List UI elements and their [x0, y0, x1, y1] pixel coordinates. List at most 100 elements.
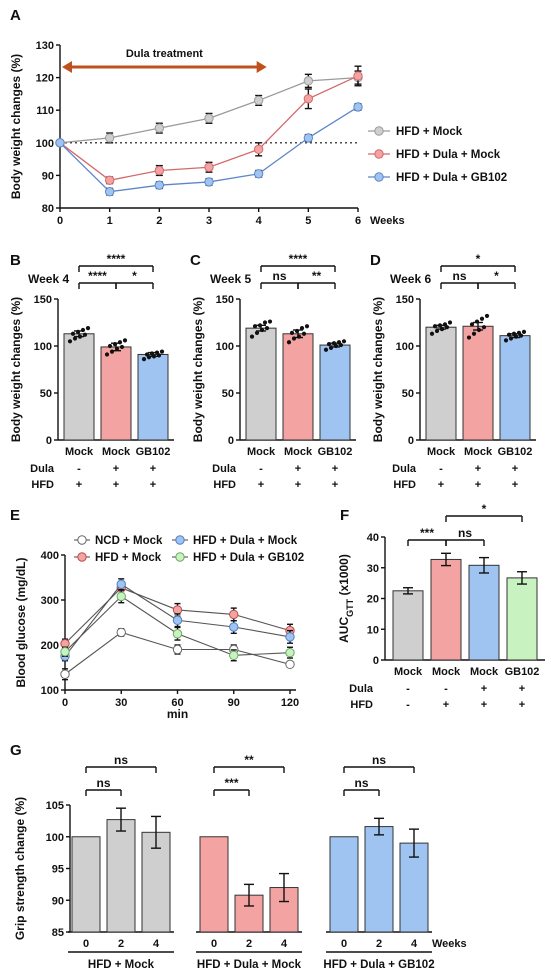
b-row-value: +: [113, 463, 119, 475]
a-y-tick-label: 80: [42, 203, 54, 215]
d-data-point: [474, 319, 480, 324]
g-x-tick-label: 0: [211, 938, 217, 950]
c-row-value: +: [332, 479, 338, 491]
f-row-value: +: [519, 699, 525, 711]
a-y-tick-label: 130: [36, 40, 54, 52]
b-data-point: [104, 352, 110, 357]
b-data-point: [85, 326, 91, 331]
a-legend-label: HFD + Dula + GB102: [396, 172, 507, 184]
b-bar: [137, 353, 169, 441]
g-y-tick-label: 85: [52, 927, 64, 939]
e-legend-marker: [175, 535, 185, 545]
d-row-value: +: [512, 479, 518, 491]
c-x-tick-label: Mock: [247, 446, 276, 458]
b-y-tick-label: 50: [40, 388, 52, 400]
d-row-value: +: [475, 463, 481, 475]
e-data-point: [60, 669, 70, 679]
d-bar: [462, 325, 494, 441]
g-sig-bracket-label: ns: [114, 753, 128, 767]
c-data-point: [304, 324, 310, 329]
d-y-tick-label: 0: [408, 435, 414, 447]
e-data-point: [116, 627, 126, 638]
a-x-unit-label: Weeks: [370, 215, 405, 227]
a-legend-marker: [374, 172, 384, 182]
c-data-point: [289, 330, 295, 335]
c-data-point: [326, 342, 332, 347]
d-data-point: [508, 336, 514, 341]
g-x-tick-label: 2: [376, 938, 382, 950]
c-data-point: [264, 326, 270, 331]
b-row-value: +: [76, 479, 82, 491]
d-data-point: [429, 331, 435, 336]
c-row-value: +: [332, 463, 338, 475]
d-data-point: [481, 325, 487, 330]
b-row-label: Dula: [30, 463, 55, 475]
f-x-tick-label: Mock: [470, 666, 499, 678]
c-data-point: [323, 347, 329, 352]
d-data-point: [503, 338, 509, 343]
c-y-tick-label: 50: [222, 388, 234, 400]
c-data-point: [328, 345, 334, 350]
d-sig-bracket-label: ns: [452, 269, 466, 283]
panel-label-b: B: [10, 252, 21, 269]
e-y-tick-label: 300: [41, 595, 59, 607]
a-treatment-label: Dula treatment: [126, 48, 203, 60]
g-sig-bracket-label: ns: [96, 776, 110, 790]
d-row-value: +: [475, 479, 481, 491]
a-treatment-arrowhead-left: [62, 61, 72, 73]
d-data-point: [506, 332, 512, 337]
a-x-tick-label: 1: [107, 215, 113, 227]
g-y-tick-label: 95: [52, 864, 64, 876]
a-y-tick-label: 110: [36, 105, 54, 117]
g-sig-bracket-label: ***: [224, 776, 238, 790]
e-data-point: [172, 629, 183, 639]
d-y-tick-label: 100: [396, 341, 414, 353]
g-y-tick-label: 100: [46, 832, 64, 844]
panel-label-a: A: [10, 7, 21, 24]
e-data-point: [172, 615, 183, 625]
b-x-tick-label: Mock: [65, 446, 94, 458]
a-data-point: [154, 123, 165, 133]
e-x-tick-label: 60: [171, 697, 183, 709]
e-data-point: [285, 632, 295, 642]
f-row-value: +: [443, 699, 449, 711]
e-data-point: [229, 622, 239, 632]
f-row-value: +: [519, 683, 525, 695]
g-x-tick-label: 2: [246, 938, 252, 950]
f-row-label: HFD: [350, 699, 373, 711]
e-y-axis-label: Blood glucose (mg/dL): [14, 558, 28, 688]
c-sig-bracket-label: ****: [289, 252, 308, 266]
f-x-tick-label: Mock: [432, 666, 461, 678]
e-y-tick-label: 100: [41, 685, 59, 697]
c-bar: [282, 333, 314, 441]
b-row-value: -: [77, 463, 81, 475]
a-x-tick-label: 0: [57, 215, 63, 227]
g-bar: [329, 836, 359, 933]
g-x-tick-label: 4: [153, 938, 160, 950]
c-sig-bracket-label: **: [312, 269, 322, 283]
a-y-tick-label: 100: [36, 138, 54, 150]
g-x-tick-label: 4: [281, 938, 288, 950]
e-x-tick-label: 90: [228, 697, 240, 709]
f-y-tick-label: 10: [367, 624, 379, 636]
g-bar: [199, 836, 229, 933]
d-data-point: [469, 322, 475, 327]
g-x-tick-label: 4: [411, 938, 418, 950]
c-sig-bracket-label: ns: [272, 269, 286, 283]
c-x-tick-label: Mock: [284, 446, 313, 458]
b-y-tick-label: 100: [34, 341, 52, 353]
f-sig-bracket-label: ***: [420, 526, 434, 540]
c-data-point: [331, 341, 337, 346]
e-data-point: [172, 605, 183, 615]
d-row-value: +: [512, 463, 518, 475]
b-data-point: [109, 349, 115, 354]
b-title: Week 4: [28, 272, 69, 286]
g-x-unit-label: Weeks: [432, 938, 467, 950]
b-data-point: [117, 340, 123, 345]
g-group-label: HFD + Dula + GB102: [323, 959, 434, 971]
d-data-point: [447, 320, 453, 325]
d-sig-bracket-label: *: [476, 252, 481, 266]
a-treatment-arrowhead-right: [256, 61, 267, 73]
f-row-label: Dula: [349, 683, 374, 695]
c-row-label: Dula: [212, 463, 237, 475]
